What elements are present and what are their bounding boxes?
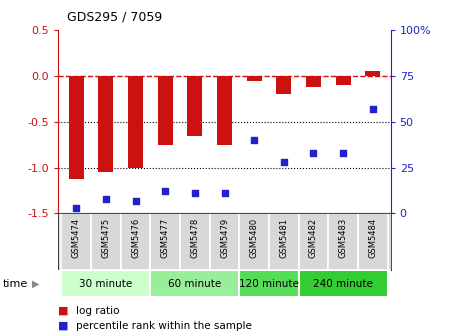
Bar [210, 213, 239, 270]
Text: GSM5484: GSM5484 [368, 218, 377, 258]
Bar [247, 76, 262, 81]
Bar [187, 76, 202, 135]
Text: percentile rank within the sample: percentile rank within the sample [76, 321, 252, 331]
Bar [277, 76, 291, 94]
Bar [217, 76, 232, 145]
Point [251, 137, 258, 143]
Bar [128, 76, 143, 168]
Text: 240 minute: 240 minute [313, 279, 373, 289]
Bar [299, 270, 387, 297]
Text: 30 minute: 30 minute [79, 279, 132, 289]
Text: GDS295 / 7059: GDS295 / 7059 [67, 10, 163, 24]
Bar [365, 72, 380, 76]
Bar [150, 213, 180, 270]
Text: GSM5477: GSM5477 [161, 218, 170, 258]
Point [73, 205, 80, 211]
Text: GSM5474: GSM5474 [72, 218, 81, 258]
Text: ■: ■ [58, 321, 69, 331]
Text: GSM5479: GSM5479 [220, 218, 229, 258]
Bar [158, 76, 172, 145]
Bar [150, 270, 239, 297]
Bar [299, 213, 328, 270]
Point [339, 150, 347, 156]
Bar [62, 213, 91, 270]
Point [221, 191, 228, 196]
Text: GSM5482: GSM5482 [309, 218, 318, 258]
Point [162, 189, 169, 194]
Text: ■: ■ [58, 306, 69, 316]
Text: GSM5480: GSM5480 [250, 218, 259, 258]
Point [280, 159, 287, 165]
Text: log ratio: log ratio [76, 306, 120, 316]
Text: GSM5478: GSM5478 [190, 218, 199, 258]
Point [369, 106, 376, 112]
Point [102, 196, 110, 201]
Bar [239, 213, 269, 270]
Bar [328, 213, 358, 270]
Bar [269, 213, 299, 270]
Point [310, 150, 317, 156]
Bar [336, 76, 351, 85]
Bar [69, 76, 84, 178]
Point [132, 198, 139, 203]
Bar [180, 213, 210, 270]
Point [191, 191, 198, 196]
Text: GSM5483: GSM5483 [339, 218, 348, 258]
Bar [121, 213, 150, 270]
Text: 60 minute: 60 minute [168, 279, 221, 289]
Bar [306, 76, 321, 87]
Bar [239, 270, 299, 297]
Text: 120 minute: 120 minute [239, 279, 299, 289]
Text: GSM5476: GSM5476 [131, 218, 140, 258]
Bar [91, 213, 121, 270]
Bar [62, 270, 150, 297]
Bar [98, 76, 113, 172]
Bar [358, 213, 387, 270]
Text: GSM5481: GSM5481 [279, 218, 288, 258]
Text: time: time [2, 279, 27, 289]
Text: GSM5475: GSM5475 [101, 218, 110, 258]
Text: ▶: ▶ [32, 279, 40, 289]
